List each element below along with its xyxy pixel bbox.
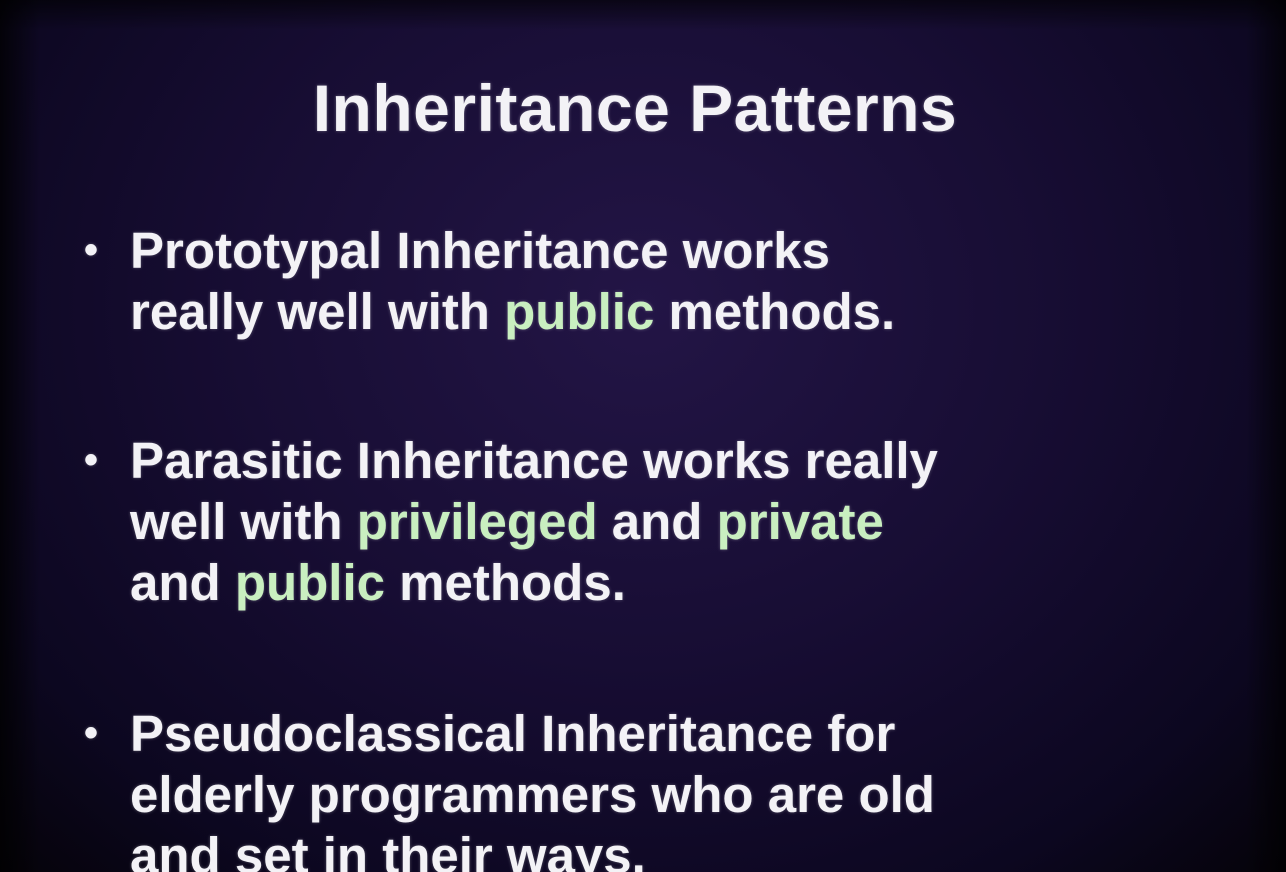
bullet-text: methods. bbox=[654, 283, 896, 340]
bullet-text: Pseudoclassical Inheritance for bbox=[130, 705, 896, 762]
bullet-line: Parasitic Inheritance works really bbox=[130, 430, 1230, 491]
slide-title: Inheritance Patterns bbox=[312, 71, 958, 145]
highlight-public: public bbox=[234, 554, 386, 611]
bullet-line: really well with public methods. bbox=[130, 281, 1230, 342]
bullet-text: and bbox=[130, 554, 235, 611]
bullet-pseudoclassical: • Pseudoclassical Inheritance for elderl… bbox=[84, 703, 1230, 872]
highlight-private: private bbox=[716, 493, 884, 550]
bullet-line: well with privileged and private bbox=[130, 491, 1230, 552]
bullet-dot: • bbox=[84, 228, 99, 272]
bullet-dot: • bbox=[84, 438, 99, 482]
bullet-text: and bbox=[597, 493, 717, 550]
bullet-text: well with bbox=[130, 493, 357, 550]
bullet-line: Prototypal Inheritance works bbox=[130, 220, 1230, 281]
bullet-text: methods. bbox=[385, 554, 626, 611]
bullet-text: and set in their ways. bbox=[130, 827, 646, 872]
bullet-line: Pseudoclassical Inheritance for bbox=[130, 703, 1230, 764]
bullet-line: elderly programmers who are old bbox=[130, 764, 1230, 825]
bullet-text: elderly programmers who are old bbox=[130, 766, 935, 823]
bullet-text: Prototypal Inheritance works bbox=[130, 222, 831, 279]
bullet-dot: • bbox=[84, 711, 99, 755]
bullet-line: and set in their ways. bbox=[130, 825, 1230, 872]
bullet-text: Parasitic Inheritance works really bbox=[130, 432, 938, 489]
bullet-parasitic: • Parasitic Inheritance works really wel… bbox=[84, 430, 1230, 613]
bullet-line: and public methods. bbox=[130, 552, 1230, 613]
highlight-privileged: privileged bbox=[356, 493, 598, 550]
bullet-text: really well with bbox=[130, 283, 505, 340]
highlight-public: public bbox=[504, 283, 655, 340]
bullet-prototypal: • Prototypal Inheritance works really we… bbox=[84, 220, 1230, 342]
